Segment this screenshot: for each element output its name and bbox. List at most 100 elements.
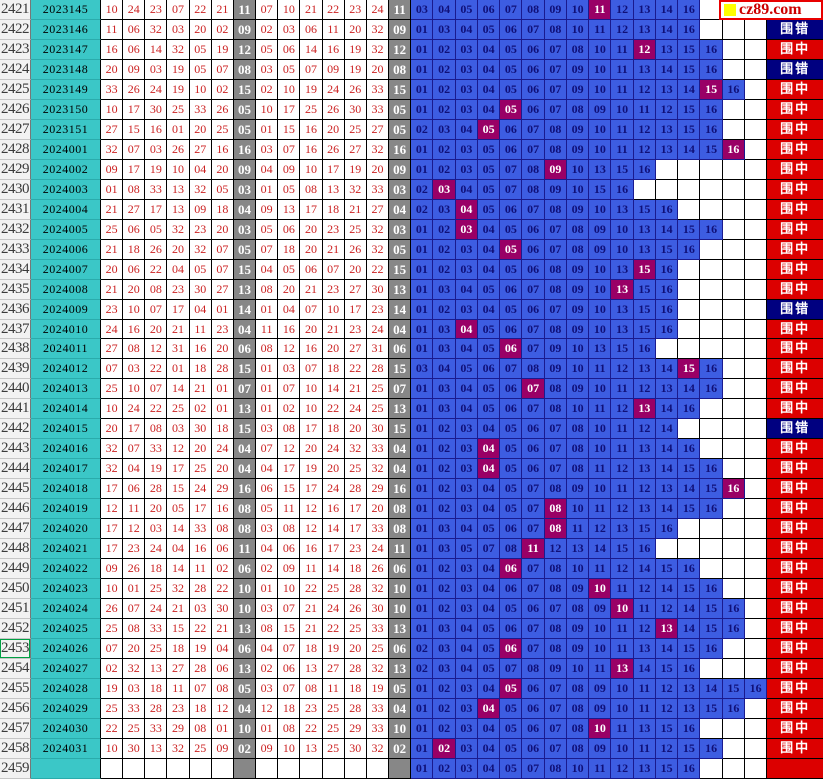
- sorted-number: 22: [344, 359, 367, 380]
- blue-ball: 09: [233, 19, 257, 40]
- pick-cell: 09: [544, 359, 567, 380]
- pick-cell: 03: [455, 79, 478, 100]
- drawn-number: 21: [211, 0, 234, 20]
- pick-cell: 14: [678, 599, 701, 620]
- sorted-number: 12: [278, 339, 301, 360]
- pick-cell: 07: [544, 39, 567, 60]
- pick-cell: 16: [678, 439, 701, 460]
- drawn-number: 16: [211, 139, 234, 160]
- pick-cell: 09: [566, 119, 590, 140]
- blue-ball: 07: [389, 379, 412, 400]
- period-cell: 2024017: [31, 459, 101, 480]
- site-logo[interactable]: cz89.com: [719, 0, 823, 20]
- pick-cell: 02: [433, 39, 456, 60]
- blue-ball: 13: [389, 279, 412, 300]
- sorted-number: 03: [256, 519, 279, 540]
- empty-cell: [744, 19, 768, 40]
- sorted-number: 13: [300, 738, 323, 759]
- drawn-number: [189, 758, 212, 779]
- pick-cell: 08: [544, 119, 567, 140]
- sorted-number: 17: [344, 299, 367, 320]
- pick-cell: 02: [433, 479, 456, 500]
- chart-row: 2428 2024001 32 07 03 26 27 16 16 03 07 16 26 27 32 16 0…: [0, 139, 823, 160]
- sorted-number: [344, 758, 367, 779]
- drawn-number: 10: [167, 159, 190, 180]
- pick-cell: 05: [477, 399, 501, 420]
- pick-cell: 01: [411, 579, 434, 600]
- blue-ball: 03: [233, 219, 257, 240]
- sorted-number: 21: [344, 199, 367, 220]
- sorted-number: 11: [322, 19, 345, 40]
- blue-ball: 04: [389, 439, 412, 460]
- sorted-number: 01: [256, 399, 279, 420]
- empty-cell: [722, 718, 745, 739]
- pick-cell: 10: [566, 0, 590, 20]
- row-number: 2422: [0, 19, 31, 40]
- pick-cell: 06: [522, 459, 545, 480]
- pick-cell: 06: [522, 678, 545, 699]
- drawn-number: 01: [167, 119, 190, 140]
- pick-cell: 03: [455, 159, 478, 180]
- sorted-number: 10: [300, 379, 323, 400]
- pick-cell: 11: [611, 419, 634, 440]
- drawn-number: 04: [189, 299, 212, 320]
- row-number: 2452: [0, 619, 31, 639]
- drawn-number: 10: [123, 379, 146, 400]
- pick-cell: 13: [611, 259, 634, 280]
- result-badge: 围中: [767, 559, 823, 580]
- empty-cell: [744, 159, 768, 180]
- sorted-number: 22: [322, 399, 345, 420]
- pick-cell: 01: [411, 519, 434, 540]
- drawn-number: 28: [189, 579, 212, 600]
- blue-ball: 15: [389, 359, 412, 380]
- drawn-number: 02: [211, 559, 234, 580]
- period-cell: 2024022: [31, 559, 101, 580]
- pick-cell: 05: [477, 319, 501, 340]
- pick-cell: 09: [589, 738, 612, 759]
- pick-cell: 03: [455, 559, 478, 580]
- period-cell: 2024004: [31, 199, 101, 220]
- pick-cell-hit: 15: [633, 259, 656, 280]
- pick-cell: 07: [522, 758, 545, 779]
- pick-cell: 12: [611, 19, 634, 40]
- period-cell: 2024002: [31, 159, 101, 180]
- pick-cell-hit: 04: [455, 319, 478, 340]
- pick-cell: 13: [611, 319, 634, 340]
- pick-cell: 07: [522, 519, 545, 540]
- pick-cell: 14: [678, 479, 701, 500]
- sorted-number: 01: [256, 579, 279, 600]
- drawn-number: 13: [145, 658, 168, 679]
- result-badge: 围中: [767, 119, 823, 140]
- drawn-number: 23: [123, 539, 146, 560]
- row-number: 2427: [0, 119, 31, 140]
- blue-ball: 16: [233, 139, 257, 160]
- sorted-number: 20: [344, 419, 367, 440]
- empty-cell: [722, 758, 745, 779]
- drawn-number: 10: [189, 79, 212, 100]
- pick-cell: 16: [700, 119, 723, 140]
- pick-cell: 08: [566, 239, 590, 260]
- sorted-number: 01: [256, 379, 279, 400]
- blue-ball: 03: [389, 179, 412, 200]
- pick-cell: 01: [411, 419, 434, 440]
- sorted-number: 06: [278, 658, 301, 679]
- pick-cell: 14: [678, 379, 701, 400]
- pick-cell: 01: [411, 738, 434, 759]
- sorted-number: 05: [278, 179, 301, 200]
- pick-cell: 08: [544, 259, 567, 280]
- pick-cell: 05: [500, 39, 523, 60]
- drawn-number: 23: [211, 319, 234, 340]
- sorted-number: 29: [344, 718, 367, 739]
- chart-row: 2451 2024024 26 07 24 21 03 30 10 03 07 21 24 26 30 10 0…: [0, 599, 823, 620]
- result-badge: 围中: [767, 718, 823, 739]
- sorted-number: 19: [344, 39, 367, 60]
- drawn-number: 10: [101, 0, 124, 20]
- sorted-number: 07: [300, 299, 323, 320]
- result-badge: 围中: [767, 439, 823, 460]
- pick-cell: 02: [433, 159, 456, 180]
- row-number: 2457: [0, 718, 31, 739]
- drawn-number: 08: [123, 619, 146, 639]
- sorted-number: 19: [322, 639, 345, 659]
- drawn-number: 18: [145, 559, 168, 580]
- pick-cell: 05: [477, 139, 501, 160]
